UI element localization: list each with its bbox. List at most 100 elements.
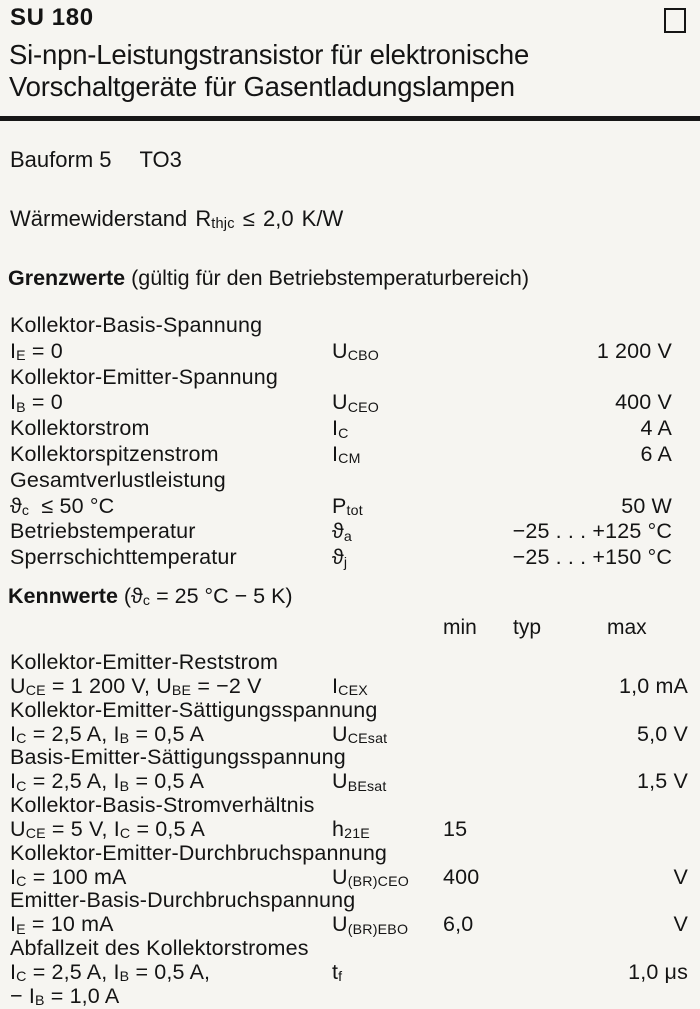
table-row: IC = 2,5 A, IB = 0,5 A, tf 1,0 μs — [10, 959, 688, 986]
param-label: Kollektor-Emitter-Durchbruchspannung — [10, 840, 388, 865]
param-label: Abfallzeit des Kollektorstromes — [10, 936, 309, 961]
param-condition: IC = 2,5 A, IB = 0,5 A, — [10, 959, 211, 986]
param-condition: − IB = 1,0 A — [10, 983, 120, 1009]
table-row: Kollektor-Emitter-Durchbruchspannung — [10, 841, 688, 865]
column-header-min: min — [443, 616, 477, 639]
param-label: Kollektor-Basis-Spannung — [10, 313, 263, 337]
package-case: TO3 — [139, 147, 182, 172]
table-row: IE = 10 mA U(BR)EBO 6,0 V — [10, 912, 688, 938]
table-row: Kollektorspitzenstrom ICM 6 A — [10, 442, 672, 468]
table-row: Emitter-Basis-Durchbruchspannung — [10, 888, 688, 912]
table-row: UCE = 1 200 V, UBE = −2 V ICEX 1,0 mA — [10, 673, 688, 700]
param-value: −25 . . . +150 °C — [512, 545, 672, 570]
param-label: Kollektor-Basis-Stromverhältnis — [10, 793, 315, 818]
subtitle-line1: Si-npn-Leistungstransistor für elektroni… — [9, 39, 530, 70]
param-unit: V — [673, 864, 688, 889]
table-row: ϑc ≤ 50 °C Ptot 50 W — [10, 494, 672, 520]
param-condition: UCE = 1 200 V, UBE = −2 V — [10, 673, 262, 700]
param-symbol: ICM — [332, 441, 361, 468]
param-condition: IC = 2,5 A, IB = 0,5 A — [10, 721, 205, 747]
param-max-value: 1,0 μs — [628, 959, 688, 984]
table-row: UCE = 5 V, IC = 0,5 A h21E 15 — [10, 816, 688, 843]
param-symbol: UBEsat — [332, 769, 387, 795]
table-row: Kollektor-Basis-Spannung — [10, 313, 672, 339]
param-symbol: Ptot — [332, 493, 363, 519]
column-header-typ: typ — [513, 616, 542, 639]
table-row: Kollektor-Basis-Stromverhältnis — [10, 793, 688, 817]
table-row: Kollektorstrom IC 4 A — [10, 416, 672, 442]
subtitle: Si-npn-Leistungstransistor für elektroni… — [9, 39, 529, 102]
param-condition: IC = 100 mA — [10, 864, 127, 890]
param-max-value: 5,0 V — [637, 721, 688, 746]
param-label: Emitter-Basis-Durchbruchspannung — [10, 888, 356, 913]
param-condition: IB = 0 — [10, 390, 63, 416]
param-min-value: 15 — [443, 816, 468, 841]
table-row: IC = 2,5 A, IB = 0,5 A UCEsat 5,0 V — [10, 721, 688, 747]
param-value: −25 . . . +125 °C — [512, 519, 672, 544]
thermal-resistance-line: Wärmewiderstand Rthjc ≤ 2,0 K/W — [10, 206, 344, 233]
param-unit: V — [673, 912, 688, 937]
table-row: Gesamtverlustleistung — [10, 468, 672, 494]
kennwerte-table: Kollektor-Emitter-Reststrom UCE = 1 200 … — [10, 650, 688, 1008]
param-max-value: 1,5 V — [637, 769, 688, 794]
param-label: Kollektor-Emitter-Sättigungsspannung — [10, 697, 378, 722]
param-min-value: 400 — [443, 864, 480, 889]
param-condition: ϑc ≤ 50 °C — [10, 493, 115, 519]
param-label: Gesamtverlustleistung — [10, 467, 226, 492]
param-symbol: IC — [332, 416, 349, 442]
param-max-value: 1,0 mA — [618, 673, 688, 698]
param-condition: IC = 2,5 A, IB = 0,5 A — [10, 769, 205, 795]
param-value: 400 V — [615, 390, 672, 415]
param-symbol: tf — [332, 959, 343, 986]
param-value: 4 A — [640, 416, 672, 441]
table-row: Kollektor-Emitter-Sättigungsspannung — [10, 698, 688, 722]
table-row: IC = 2,5 A, IB = 0,5 A UBEsat 1,5 V — [10, 769, 688, 795]
param-symbol: h21E — [332, 816, 370, 843]
param-symbol: UCBO — [332, 338, 380, 365]
param-label: Kollektorstrom — [10, 416, 150, 441]
divider-rule — [0, 116, 700, 121]
param-symbol: U(BR)EBO — [332, 912, 409, 938]
param-label: Basis-Emitter-Sättigungsspannung — [10, 745, 346, 770]
table-row: Abfallzeit des Kollektorstromes — [10, 936, 688, 960]
param-symbol: ϑa — [332, 519, 353, 545]
section-heading-grenzwerte: Grenzwerte (gültig für den Betriebstempe… — [8, 266, 529, 291]
param-symbol: ICEX — [332, 673, 368, 700]
param-value: 6 A — [640, 441, 672, 466]
param-condition: IE = 0 — [10, 338, 63, 365]
table-row: Basis-Emitter-Sättigungsspannung — [10, 745, 688, 769]
param-min-value: 6,0 — [443, 912, 474, 937]
grenzwerte-table: Kollektor-Basis-Spannung IE = 0 UCBO 1 2… — [10, 313, 672, 571]
kennwerte-heading-note: (ϑc = 25 °C − 5 K) — [117, 584, 293, 610]
param-condition: IE = 10 mA — [10, 912, 114, 938]
grenzwerte-heading: Grenzwerte — [8, 266, 126, 290]
section-heading-kennwerte: Kennwerte (ϑc = 25 °C − 5 K) — [8, 584, 293, 609]
table-row: IE = 0 UCBO 1 200 V — [10, 339, 672, 365]
corner-box-icon — [664, 8, 686, 33]
table-row: Kollektor-Emitter-Spannung — [10, 365, 672, 391]
param-symbol: UCEO — [332, 390, 380, 416]
param-value: 1 200 V — [596, 338, 672, 363]
param-symbol: U(BR)CEO — [332, 864, 409, 890]
part-number: SU 180 — [10, 4, 94, 31]
bauform-line: Bauform 5 TO3 — [10, 147, 182, 173]
table-row: IB = 0 UCEO 400 V — [10, 390, 672, 416]
subtitle-line2: Vorschaltgeräte für Gasentladungslampen — [9, 70, 515, 102]
kennwerte-heading: Kennwerte — [8, 584, 118, 608]
param-label: Sperrschichttemperatur — [10, 545, 237, 570]
table-row: Kollektor-Emitter-Reststrom — [10, 650, 688, 674]
grenzwerte-heading-note: (gültig für den Betriebstemperaturbereic… — [125, 266, 530, 290]
table-row: Betriebstemperatur ϑa −25 . . . +125 °C — [10, 519, 672, 545]
param-label: Betriebstemperatur — [10, 519, 196, 544]
column-header-max: max — [607, 616, 647, 639]
param-label: Kollektorspitzenstrom — [10, 441, 219, 466]
table-row: − IB = 1,0 A — [10, 983, 688, 1009]
table-row: Sperrschichttemperatur ϑj −25 . . . +150… — [10, 545, 672, 571]
param-label: Kollektor-Emitter-Reststrom — [10, 650, 279, 674]
param-label: Kollektor-Emitter-Spannung — [10, 364, 278, 389]
bauform-label: Bauform 5 — [10, 147, 112, 172]
param-symbol: UCEsat — [332, 721, 388, 747]
param-condition: UCE = 5 V, IC = 0,5 A — [10, 816, 206, 843]
param-value: 50 W — [621, 493, 672, 518]
